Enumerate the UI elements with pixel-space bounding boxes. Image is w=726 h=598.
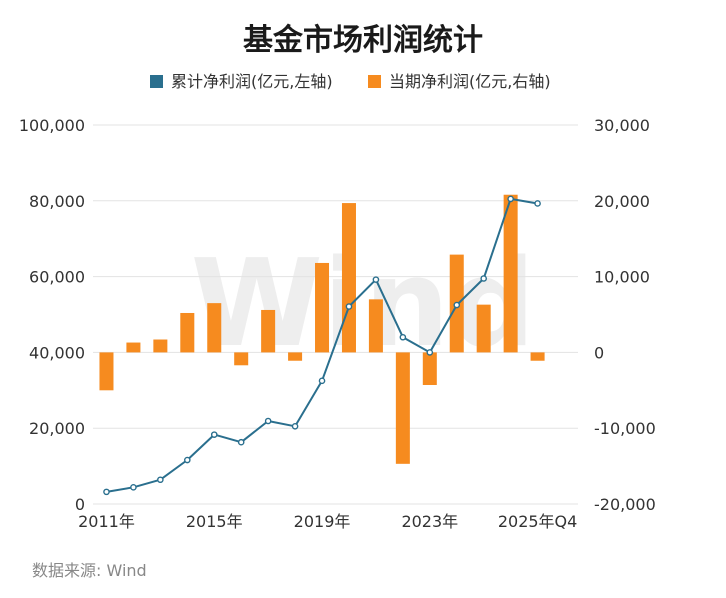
line-point <box>453 301 461 309</box>
bar <box>476 304 491 353</box>
bar <box>126 342 141 353</box>
bar <box>153 339 168 353</box>
left-tick-label: 0 <box>75 495 85 514</box>
line-point <box>291 423 299 430</box>
line-point <box>184 456 191 464</box>
line-point <box>345 303 353 310</box>
left-tick-label: 80,000 <box>29 192 85 211</box>
bar <box>315 262 330 353</box>
line-series <box>103 195 541 496</box>
line-point <box>210 431 218 438</box>
right-tick-label: -10,000 <box>594 419 656 438</box>
right-tick-label: 20,000 <box>594 192 650 211</box>
line-point <box>237 438 245 446</box>
bar-series <box>99 194 545 464</box>
legend-swatch <box>368 75 381 88</box>
line-point <box>426 349 434 356</box>
bar <box>99 352 114 391</box>
left-tick-label: 100,000 <box>19 116 85 135</box>
line-point <box>534 200 541 207</box>
legend: 累计净利润(亿元,左轴) 当期净利润(亿元,右轴) <box>150 72 551 91</box>
legend-label: 当期净利润(亿元,右轴) <box>389 72 551 91</box>
right-tick-label: 10,000 <box>594 268 650 287</box>
line-point <box>399 333 407 341</box>
bar <box>530 352 545 361</box>
bar <box>422 352 437 385</box>
bar <box>503 194 518 353</box>
bar <box>261 309 276 353</box>
x-tick-label: 2011年 <box>78 512 135 531</box>
bar <box>288 352 303 361</box>
x-axis-ticks: 2011年 2015年 2019年 2023年 2025年Q4 <box>78 512 577 531</box>
left-tick-label: 20,000 <box>29 419 85 438</box>
right-tick-label: -20,000 <box>594 495 656 514</box>
line-point <box>130 484 137 491</box>
line-point <box>264 417 272 425</box>
line-point <box>480 275 487 282</box>
line-point <box>372 276 380 283</box>
left-tick-label: 40,000 <box>29 343 85 362</box>
bar <box>368 299 383 353</box>
bar <box>180 312 195 353</box>
x-tick-label: 2023年 <box>401 512 458 531</box>
line-point <box>103 488 110 496</box>
left-tick-label: 60,000 <box>29 268 85 287</box>
right-tick-label: 30,000 <box>594 116 650 135</box>
x-tick-label: 2015年 <box>186 512 243 531</box>
bar <box>207 303 222 353</box>
bar <box>395 352 410 464</box>
legend-swatch <box>150 75 163 88</box>
right-tick-label: 0 <box>594 343 604 362</box>
line-point <box>318 377 326 385</box>
x-tick-label: 2019年 <box>294 512 351 531</box>
x-tick-label: 2025年Q4 <box>498 512 578 531</box>
left-axis-ticks: 0 20,000 40,000 60,000 80,000 100,000 <box>19 116 85 514</box>
source-note: 数据来源: Wind <box>32 561 147 580</box>
line-point <box>157 476 164 484</box>
line-point <box>507 195 514 203</box>
grid-lines <box>93 124 578 505</box>
bar <box>341 203 356 353</box>
legend-label: 累计净利润(亿元,左轴) <box>171 72 333 91</box>
chart-title: 基金市场利润统计 <box>243 23 483 58</box>
bar <box>234 352 249 366</box>
right-axis-ticks: -20,000 -10,000 0 10,000 20,000 30,000 <box>594 116 656 514</box>
